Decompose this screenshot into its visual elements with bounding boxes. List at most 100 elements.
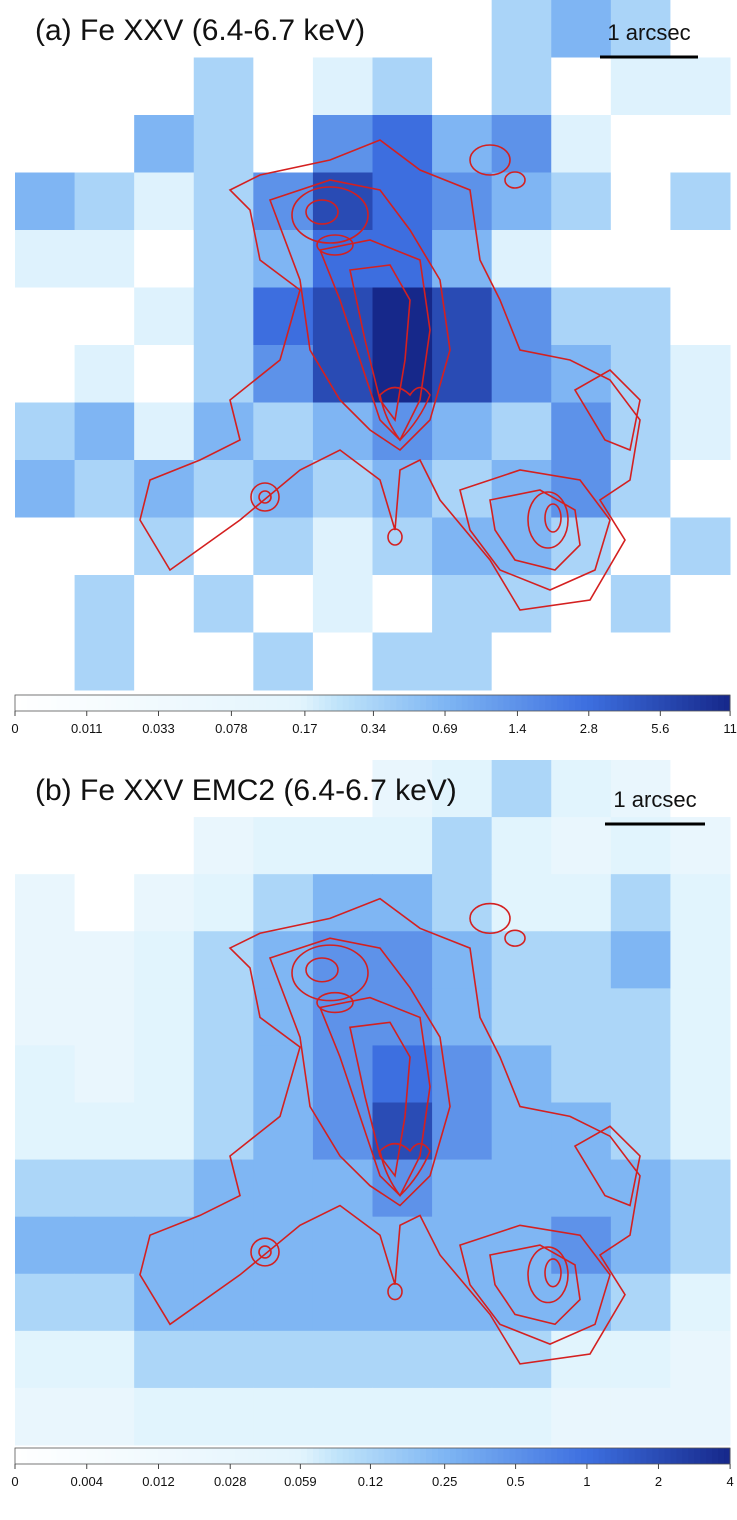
pixel — [15, 988, 76, 1046]
pixel — [372, 1159, 433, 1218]
pixel — [551, 874, 612, 932]
colorbar-segment — [26, 695, 34, 711]
pixel — [551, 230, 612, 288]
colorbar-segment — [378, 695, 385, 711]
pixel — [134, 1273, 195, 1332]
pixel — [491, 172, 552, 231]
pixel — [15, 1159, 76, 1218]
pixel — [134, 817, 195, 875]
pixel — [193, 1387, 254, 1446]
pixel — [670, 988, 731, 1046]
pixel — [312, 632, 373, 691]
pixel — [432, 1159, 493, 1218]
pixel — [15, 1045, 76, 1103]
colorbar-segment — [199, 695, 207, 711]
colorbar-segment — [378, 1448, 385, 1464]
colorbar-segment — [545, 695, 552, 711]
colorbar-segment — [253, 695, 260, 711]
colorbar-segment — [86, 1448, 93, 1464]
pixel — [491, 1159, 552, 1218]
pixel — [134, 1045, 195, 1103]
pixel — [253, 1387, 314, 1446]
pixel — [372, 172, 433, 231]
pixel — [253, 1045, 314, 1103]
pixel — [74, 115, 135, 173]
colorbar-segment — [646, 1448, 654, 1464]
colorbar-segment — [598, 695, 606, 711]
pixel — [253, 1159, 314, 1218]
pixel — [670, 230, 731, 288]
colorbar-segment — [265, 1448, 272, 1464]
colorbar-segment — [408, 1448, 415, 1464]
colorbar-segment — [128, 1448, 135, 1464]
pixel — [372, 402, 433, 461]
colorbar-segment — [32, 695, 40, 711]
pixel — [551, 172, 612, 231]
colorbar-segment — [521, 695, 528, 711]
colorbar-segment — [718, 1448, 725, 1464]
pixel — [134, 931, 195, 989]
colorbar-segment — [581, 1448, 588, 1464]
colorbar-segment — [20, 1448, 28, 1464]
pixel — [610, 402, 671, 461]
pixel — [193, 460, 254, 518]
colorbar-segment — [473, 695, 481, 711]
pixel — [312, 1330, 373, 1389]
colorbar-segment — [104, 1448, 111, 1464]
colorbar-segment — [318, 695, 326, 711]
pixel — [551, 287, 612, 346]
colorbar-segment — [211, 1448, 219, 1464]
colorbar-segment — [312, 695, 320, 711]
pixel — [312, 575, 373, 633]
pixel — [15, 57, 76, 116]
colorbar-segment — [652, 1448, 659, 1464]
colorbar-segment — [426, 695, 433, 711]
colorbar-segment — [384, 1448, 391, 1464]
pixel — [193, 1330, 254, 1389]
pixel — [670, 1102, 731, 1161]
pixel — [74, 402, 135, 461]
pixel — [610, 230, 671, 288]
pixel — [74, 931, 135, 989]
pixel — [253, 0, 314, 58]
colorbar-segment — [259, 1448, 266, 1464]
pixel — [610, 0, 671, 58]
pixel — [432, 1273, 493, 1332]
colorbar-segment — [652, 695, 659, 711]
colorbar-segment — [80, 1448, 87, 1464]
colorbar-segment — [592, 1448, 600, 1464]
colorbar-segment — [235, 1448, 242, 1464]
pixel — [15, 345, 76, 403]
pixel — [432, 287, 493, 346]
pixel — [372, 874, 433, 932]
pixel — [491, 0, 552, 58]
pixel — [610, 817, 671, 875]
colorbar-segment — [92, 695, 99, 711]
pixel — [491, 632, 552, 691]
colorbar-segment — [330, 1448, 338, 1464]
pixel — [372, 632, 433, 691]
pixel — [312, 1216, 373, 1275]
colorbar-segment — [503, 695, 511, 711]
pixel — [670, 57, 731, 116]
pixel — [610, 931, 671, 989]
pixel — [432, 1216, 493, 1275]
colorbar-segment — [199, 1448, 207, 1464]
pixel — [74, 575, 135, 633]
colorbar-segment — [527, 1448, 534, 1464]
colorbar-segment — [569, 695, 576, 711]
pixel — [15, 931, 76, 989]
colorbar-segment — [98, 695, 105, 711]
colorbar-segment — [455, 1448, 463, 1464]
pixel — [432, 988, 493, 1046]
colorbar-segment — [366, 695, 373, 711]
labels: (a) Fe XXV (6.4-6.7 keV) 1 arcsec 0 0.011 0.… — [11, 14, 736, 1489]
pixel — [134, 287, 195, 346]
pixel — [193, 172, 254, 231]
pixel — [134, 575, 195, 633]
pixel — [74, 230, 135, 288]
pixel — [491, 931, 552, 989]
colorbar-segment — [122, 1448, 129, 1464]
pixel — [15, 230, 76, 288]
colorbar-segment — [694, 695, 701, 711]
